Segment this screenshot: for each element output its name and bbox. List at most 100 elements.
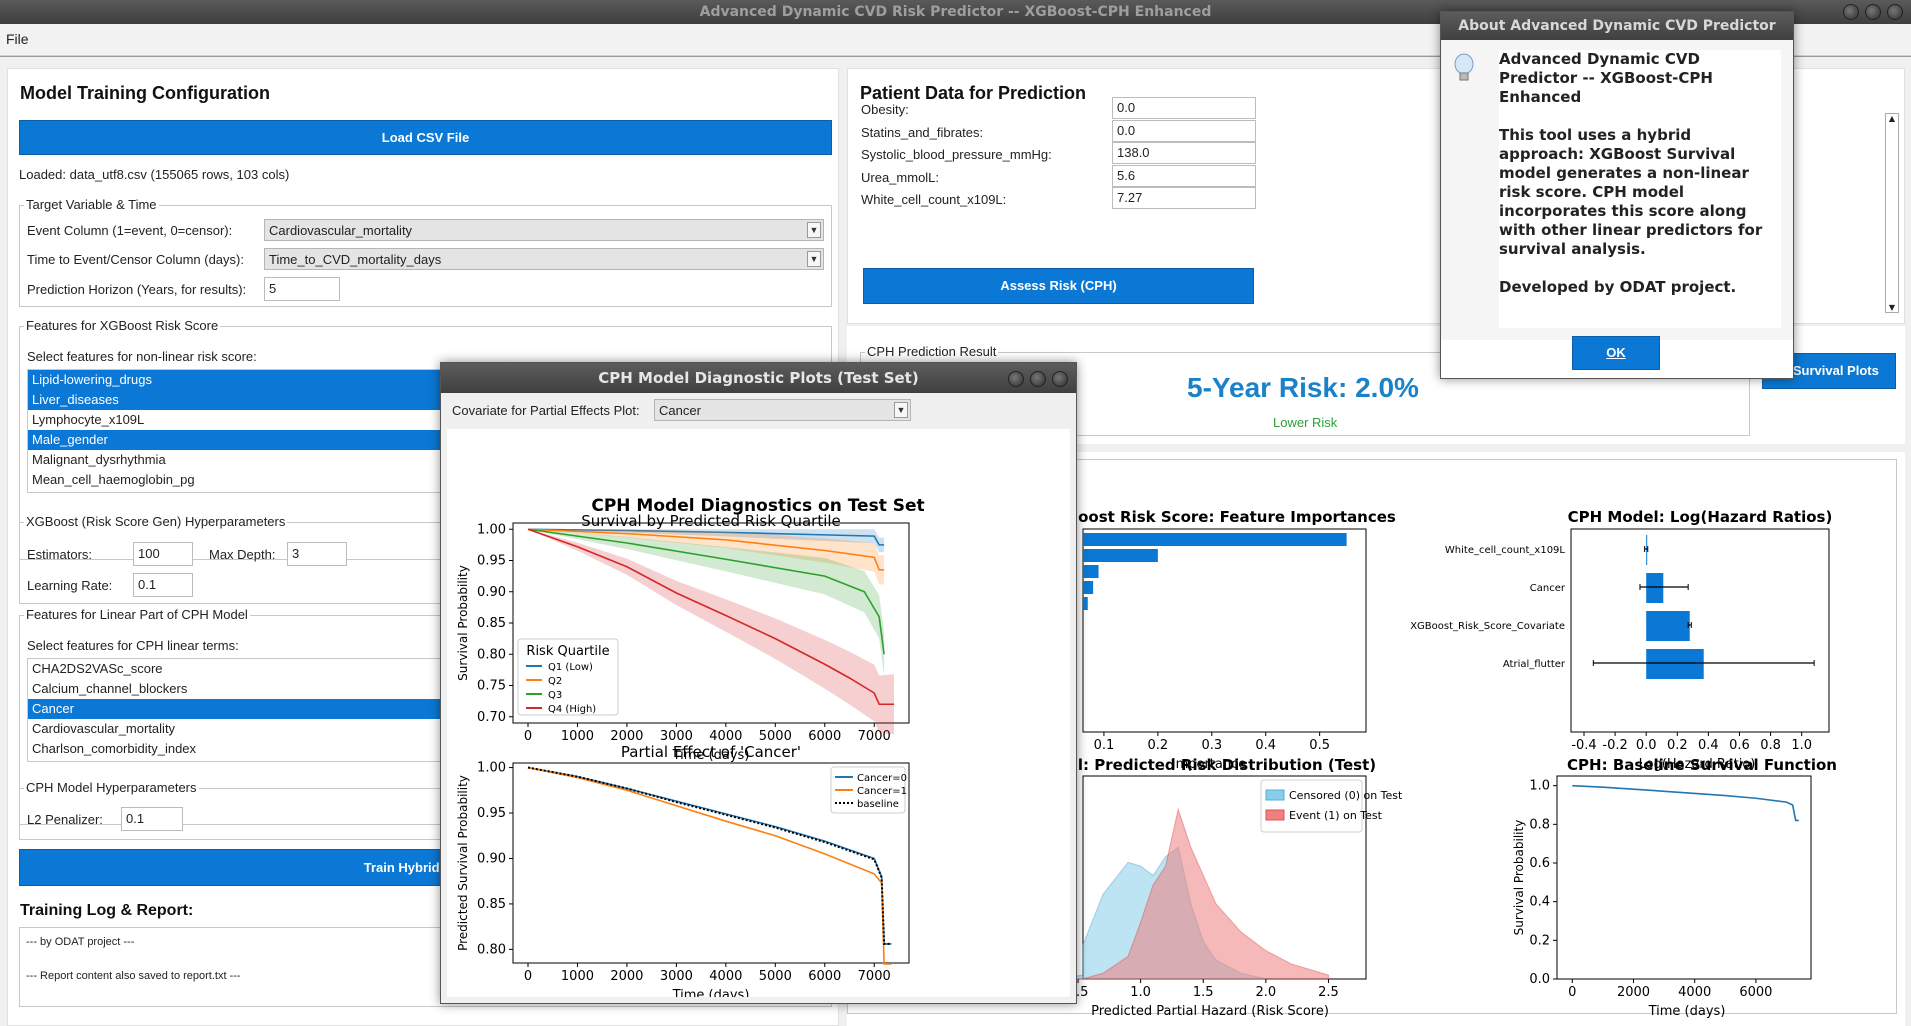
xgb-feature-item[interactable]: Malignant_dysrhythmia [32,452,166,467]
baseline-survival-chart: CPH: Baseline Survival Function 0 2000 4000… [1512,756,1837,1019]
x-tick-label: 0.2 [1667,738,1688,753]
menu-file[interactable]: File [6,31,29,47]
horizon-input[interactable]: 5 [264,277,340,301]
x-tick-label: -0.4 [1571,738,1596,753]
risk-result-text: 5-Year Risk: 2.0% [1187,372,1419,403]
xgb-feature-item[interactable]: Lymphocyte_x109L [32,412,145,427]
close-button[interactable] [1052,371,1068,387]
app-title: Advanced Dynamic CVD Risk Predictor -- X… [699,4,1212,20]
cph-feature-item[interactable]: Cardiovascular_mortality [32,721,176,736]
minimize-button[interactable] [1843,4,1859,20]
x-axis-label: Importance [1172,757,1247,772]
minimize-button[interactable] [1008,371,1024,387]
cph-features-legend: Features for Linear Part of CPH Model [24,607,250,622]
covariate-label: Covariate for Partial Effects Plot: [452,403,640,418]
patient-field-input[interactable]: 5.6 [1112,164,1256,187]
x-tick-label: -0.2 [1602,738,1627,753]
patient-field-input[interactable]: 0.0 [1112,97,1256,119]
xgb-hyper-group: XGBoost (Risk Score Gen) Hyperparameters… [19,514,832,604]
chevron-down-icon: ▼ [894,402,908,418]
estimators-input[interactable]: 100 [133,542,193,566]
y-tick-label: 0.85 [477,897,506,912]
cph-feature-item[interactable]: CHA2DS2VASc_score [32,661,163,676]
xgb-feature-item[interactable]: Mean_cell_haemoglobin_pg [32,472,195,487]
y-tick-label: 0.80 [477,942,506,957]
x-tick-label: 0 [524,969,532,984]
learning-rate-input[interactable]: 0.1 [133,573,193,597]
scroll-up-icon[interactable]: ▲ [1888,114,1896,123]
diag-window-controls [1008,371,1068,387]
patient-field-label: Urea_mmolL: [861,169,940,185]
load-csv-button[interactable]: Load CSV File [19,120,832,155]
plot-frame [1570,528,1830,733]
chart-title: l: Predicted Risk Distribution (Test) [1078,756,1376,774]
l2-input[interactable]: 0.1 [121,807,183,831]
x-tick-label: 0.4 [1255,738,1276,753]
y-tick-label: 0.95 [477,806,506,821]
y-tick-label: 1.00 [477,761,506,776]
chart-title: CPH Model: Log(Hazard Ratios) [1568,508,1833,526]
max-depth-label: Max Depth: [209,547,276,562]
cph-result-group: CPH Prediction Result [860,344,1750,436]
patient-field-input[interactable]: 7.27 [1112,187,1256,209]
x-tick-label: 7000 [858,969,891,984]
y-tick-label: 0.70 [477,710,506,725]
cph-result-legend: CPH Prediction Result [865,344,999,359]
about-dialog-title: About Advanced Dynamic CVD Predictor [1441,12,1793,40]
max-depth-input[interactable]: 3 [287,542,347,566]
risk-distribution-chart: l: Predicted Risk Distribution (Test)0.5… [1052,756,1403,1019]
hazard-ratio-chart: CPH Model: Log(Hazard Ratios) White_cell_… [1410,508,1832,772]
x-axis-label: Time (days) [672,988,750,997]
x-tick-label: 6000 [1739,985,1772,1000]
close-button[interactable] [1887,4,1903,20]
x-tick-label: 2000 [610,729,643,744]
patient-scrollbar[interactable]: ▲ ▼ [1885,113,1899,313]
chevron-down-icon: ▼ [807,251,821,267]
covariate-select[interactable]: Cancer ▼ [654,399,911,421]
maximize-button[interactable] [1865,4,1881,20]
y-tick-label: 0.90 [477,585,506,600]
patient-field-input[interactable]: 0.0 [1112,119,1256,142]
x-tick-label: 0.0 [1636,738,1657,753]
maximize-button[interactable] [1030,371,1046,387]
chevron-down-icon: ▼ [807,222,821,238]
patient-field-input[interactable]: 138.0 [1112,142,1256,164]
y-tick-label: 0.75 [477,679,506,694]
x-tick-label: 1.0 [1791,738,1812,753]
plot-frame [1082,528,1367,733]
cph-feature-item[interactable]: Calcium_channel_blockers [32,681,188,696]
diagnostic-title-text: CPH Model Diagnostic Plots (Test Set) [598,369,919,387]
x-tick-label: 0.6 [1729,738,1750,753]
scroll-down-icon[interactable]: ▼ [1888,303,1896,312]
x-tick-label: 6000 [808,969,841,984]
legend-label: Censored (0) on Test [1289,789,1403,802]
log-line: --- by ODAT project --- [26,936,135,948]
y-tick-label: 0.80 [477,647,506,662]
cph-feature-item[interactable]: Charlson_comorbidity_index [32,741,197,756]
x-tick-label: 0.8 [1760,738,1781,753]
x-axis-label: Time (days) [672,748,750,763]
target-group-legend: Target Variable & Time [24,197,159,212]
hazard-bar [1646,535,1648,565]
time-column-select[interactable]: Time_to_CVD_mortality_days ▼ [264,248,824,270]
category-label: Cancer [1530,583,1566,594]
horizon-label: Prediction Horizon (Years, for results): [27,282,247,297]
x-tick-label: 2000 [610,969,643,984]
y-axis-label: Survival Probability [1512,820,1526,936]
y-tick-label: 0.6 [1529,856,1550,871]
about-footer: Developed by ODAT project. [1499,278,1737,296]
time-column-value: Time_to_CVD_mortality_days [269,252,442,267]
cph-features-hint: Select features for CPH linear terms: [27,638,239,653]
survival-line [527,528,894,706]
event-column-select[interactable]: Cardiovascular_mortality ▼ [264,219,824,241]
legend-title: Risk Quartile [526,644,609,659]
y-tick-label: 0.4 [1529,895,1550,910]
hazard-bar [1646,573,1664,603]
category-label: XGBoost_Risk_Score_Covariate [1410,621,1565,632]
loaded-file-status: Loaded: data_utf8.csv (155065 rows, 103 … [19,167,290,182]
plot-frame [512,762,910,964]
target-variable-group: Target Variable & Time Event Column (1=e… [19,197,832,307]
assess-risk-button[interactable]: Assess Risk (CPH) [863,268,1254,304]
about-ok-button[interactable]: OK [1572,336,1660,370]
x-tick-label: 1000 [561,969,594,984]
